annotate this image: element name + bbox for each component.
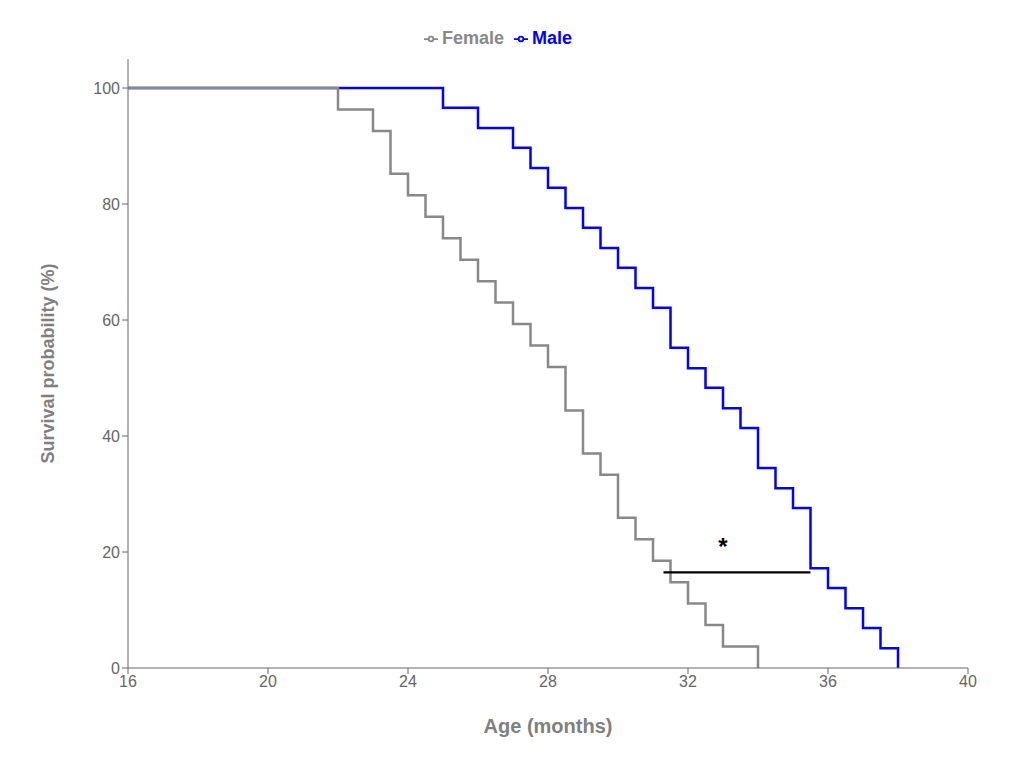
svg-text:24: 24: [399, 673, 417, 690]
html-text:Male: Male: [532, 28, 572, 48]
svg-text:*: *: [718, 533, 728, 560]
svg-text:20: 20: [259, 673, 277, 690]
svg-text:16: 16: [119, 673, 137, 690]
svg-text:20: 20: [102, 544, 120, 561]
svg-text:Age (months): Age (months): [484, 715, 613, 737]
svg-text:80: 80: [102, 196, 120, 213]
svg-text:60: 60: [102, 312, 120, 329]
svg-text:Survival probability (%): Survival probability (%): [38, 263, 58, 463]
svg-text:36: 36: [819, 673, 837, 690]
svg-text:0: 0: [111, 660, 120, 677]
svg-text:40: 40: [959, 673, 977, 690]
svg-text:32: 32: [679, 673, 697, 690]
svg-text:100: 100: [93, 80, 120, 97]
svg-text:40: 40: [102, 428, 120, 445]
svg-text:28: 28: [539, 673, 557, 690]
html-text:Female: Female: [442, 28, 504, 48]
